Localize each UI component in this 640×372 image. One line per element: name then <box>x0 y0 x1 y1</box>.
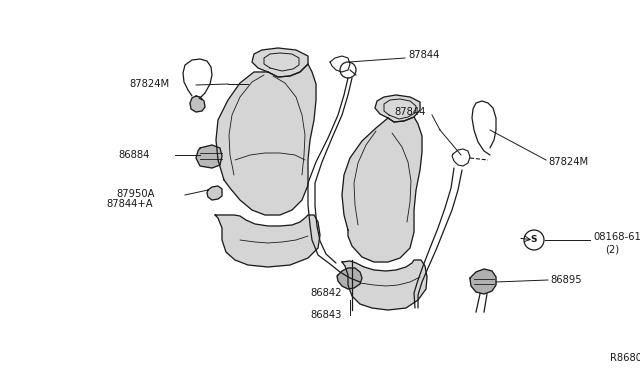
Text: 87950A: 87950A <box>116 189 155 199</box>
Polygon shape <box>252 48 308 77</box>
Polygon shape <box>470 269 496 294</box>
Text: 87844: 87844 <box>394 107 426 117</box>
Polygon shape <box>215 215 320 267</box>
Polygon shape <box>337 268 362 289</box>
Polygon shape <box>190 96 205 112</box>
Polygon shape <box>342 260 427 310</box>
Text: 86842: 86842 <box>310 288 342 298</box>
Text: 08168-6121A: 08168-6121A <box>593 232 640 242</box>
Text: (2): (2) <box>605 244 619 254</box>
Polygon shape <box>342 117 422 262</box>
Polygon shape <box>216 64 316 215</box>
Text: 86843: 86843 <box>310 310 341 320</box>
Text: 87824M: 87824M <box>130 79 170 89</box>
Polygon shape <box>207 186 222 200</box>
Text: 86884: 86884 <box>118 150 150 160</box>
Text: S: S <box>531 235 537 244</box>
Polygon shape <box>196 145 222 168</box>
Text: R868001Z: R868001Z <box>610 353 640 363</box>
Text: 86895: 86895 <box>550 275 582 285</box>
Text: 87844: 87844 <box>408 50 440 60</box>
Text: 87844+A: 87844+A <box>106 199 153 209</box>
Text: 87824M: 87824M <box>548 157 588 167</box>
Polygon shape <box>375 95 420 122</box>
